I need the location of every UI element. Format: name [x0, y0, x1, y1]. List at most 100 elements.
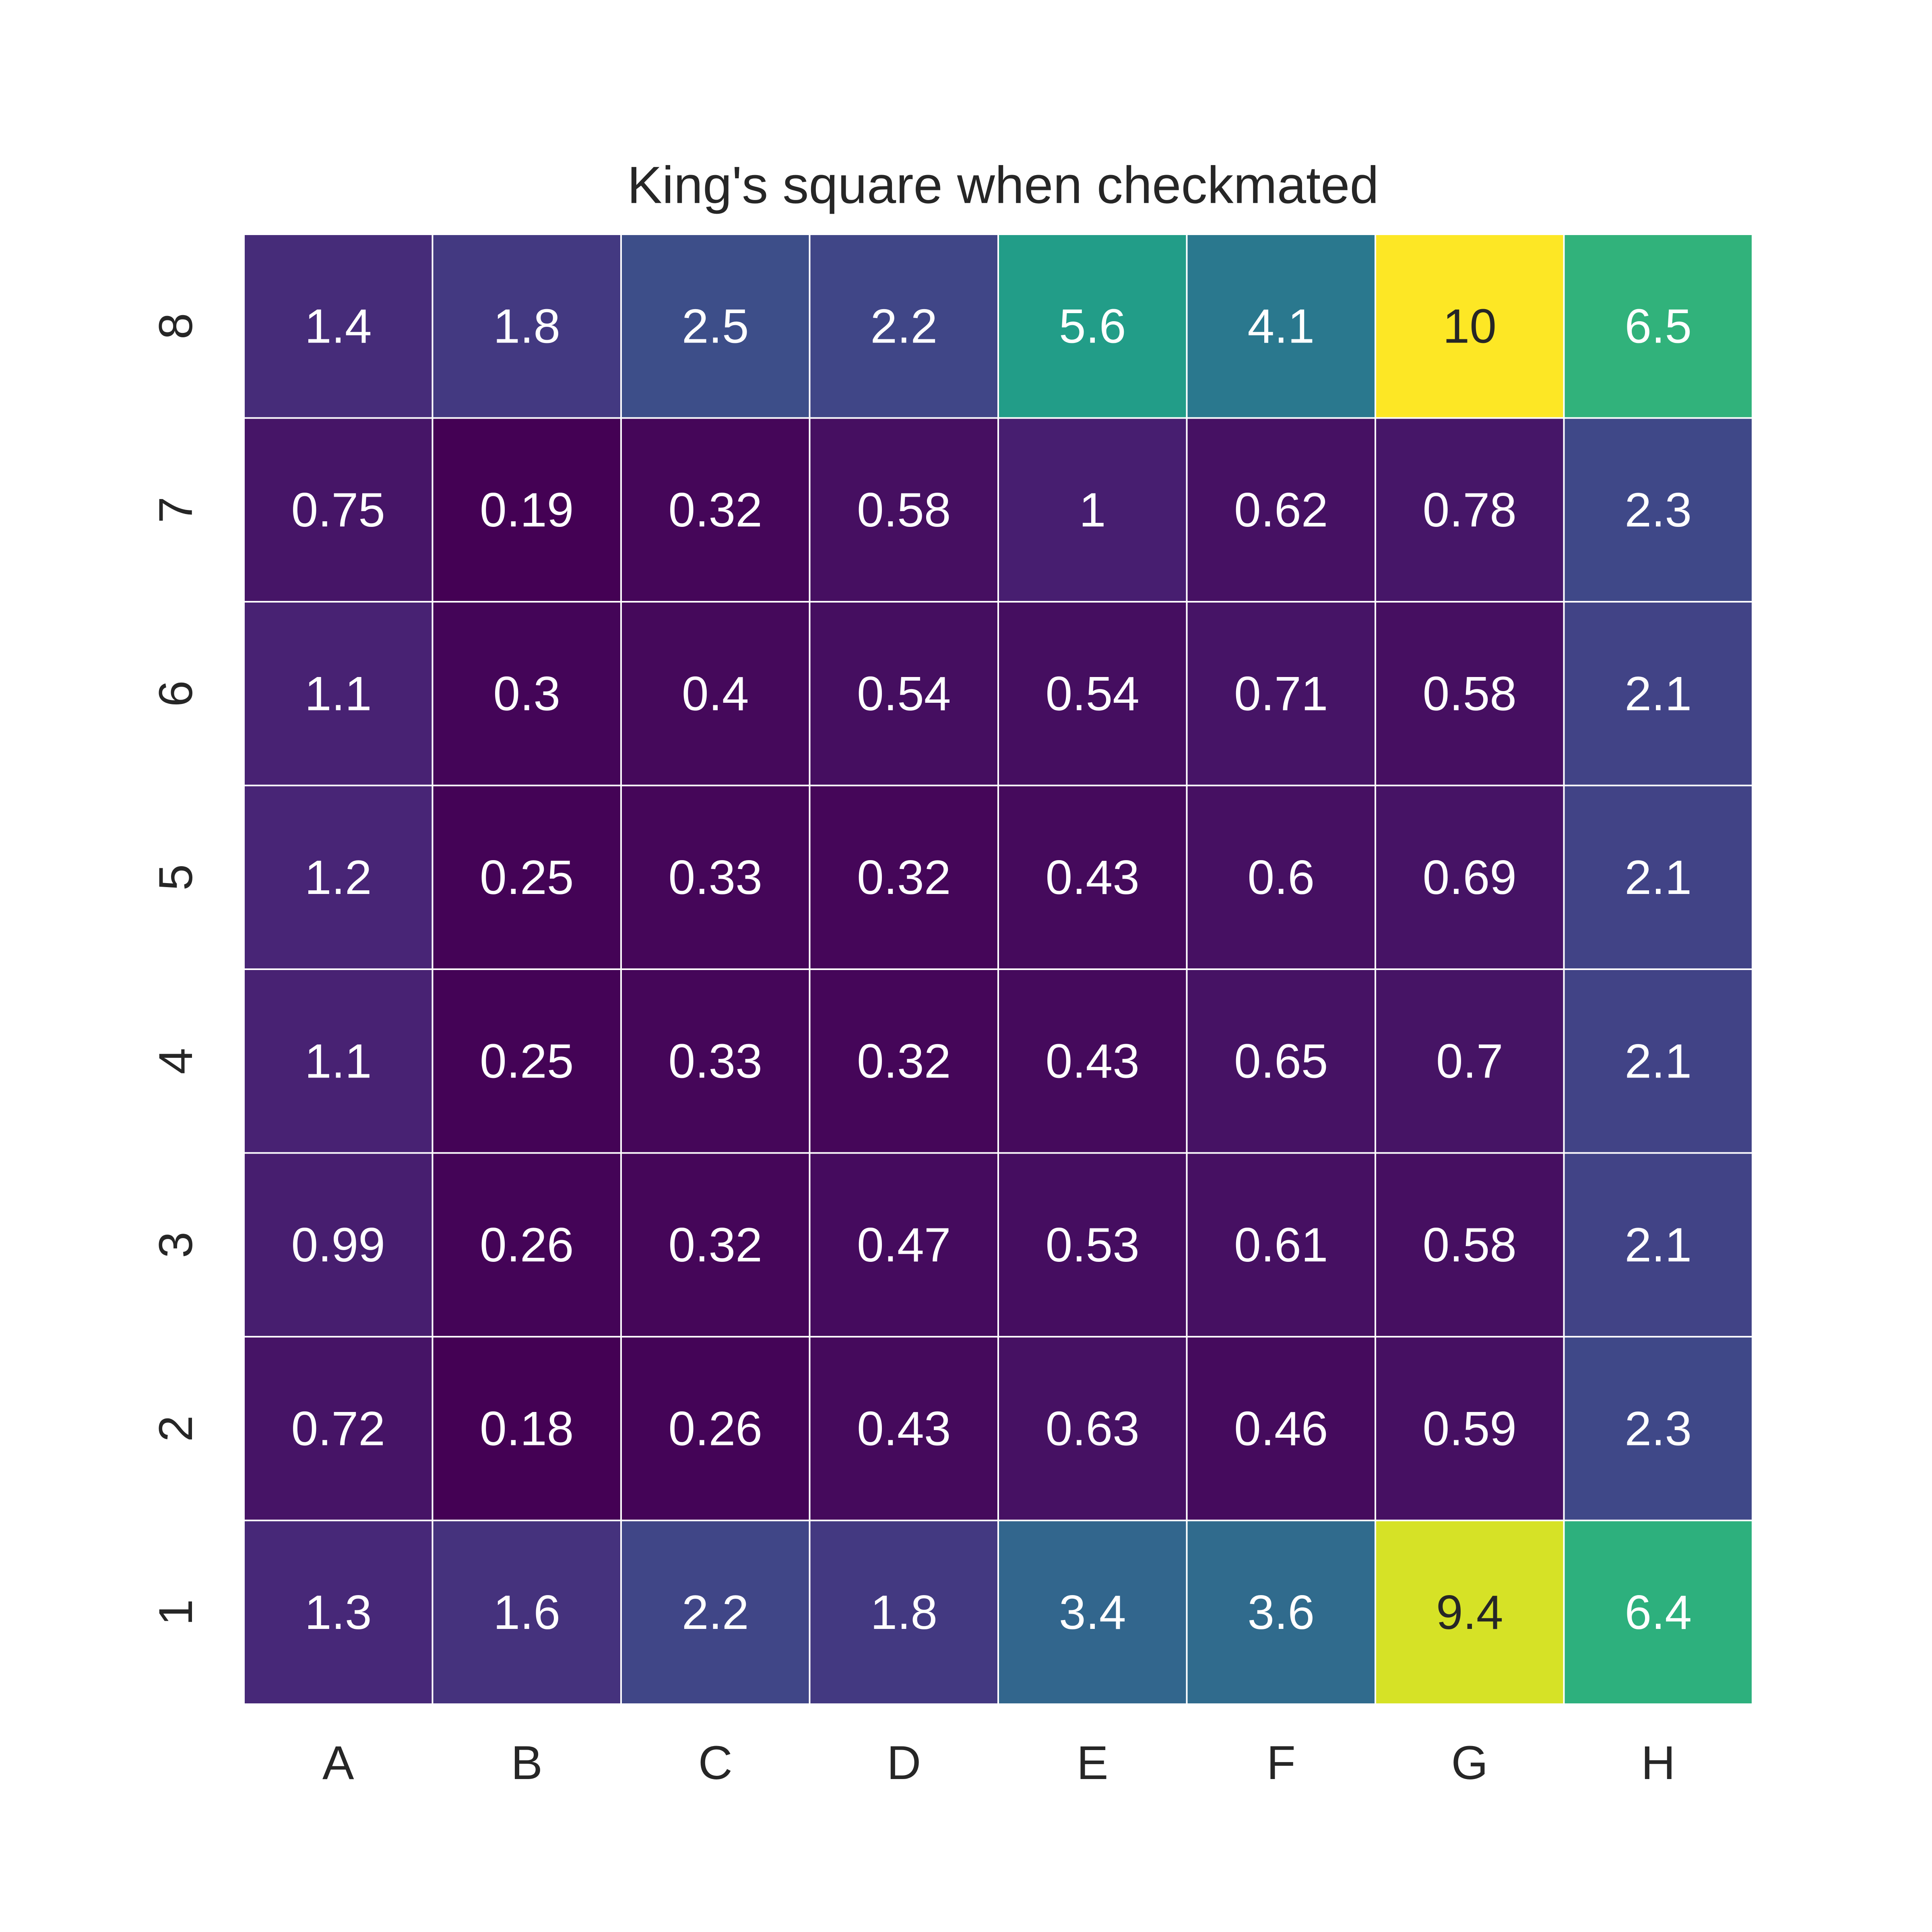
heatmap-cell-D8 [809, 233, 999, 419]
x-tick-label-B: B [511, 1736, 543, 1790]
cell-value-label-G6: 0.58 [1422, 667, 1517, 720]
cell-value-label-E3: 0.53 [1045, 1218, 1139, 1272]
heatmap-cells [243, 233, 1753, 1705]
cell-value-label-A6: 1.1 [305, 667, 372, 720]
heatmap-cell-F4 [1186, 968, 1376, 1154]
cell-value-label-C2: 0.26 [668, 1402, 762, 1455]
heatmap-cell-A7 [243, 417, 433, 603]
x-tick-label-C: C [698, 1736, 733, 1790]
heatmap-cell-F7 [1186, 417, 1376, 603]
cell-value-label-G4: 0.7 [1436, 1034, 1503, 1088]
cell-value-label-F6: 0.71 [1234, 667, 1328, 720]
y-axis-ticks: 8 7 6 5 4 3 2 1 [149, 313, 202, 1625]
x-tick-label-H: H [1641, 1736, 1675, 1790]
heatmap-cell-F1 [1186, 1519, 1376, 1705]
cell-value-label-E7: 1 [1079, 483, 1106, 537]
cell-value-label-H5: 2.1 [1624, 850, 1692, 904]
cell-value-label-H2: 2.3 [1624, 1402, 1692, 1455]
heatmap-cell-labels: 1.4 1.8 2.5 2.2 5.6 4.1 10 6.5 0.75 0.19 0.32 0.58 1… [291, 299, 1692, 1639]
cell-value-label-G3: 0.58 [1422, 1218, 1517, 1272]
cell-value-label-G1: 9.4 [1436, 1585, 1503, 1639]
cell-value-label-A5: 1.2 [305, 850, 372, 904]
heatmap-cell-C1 [620, 1519, 811, 1705]
heatmap-cell-A1 [243, 1519, 433, 1705]
heatmap-cell-E5 [997, 784, 1188, 970]
heatmap-cell-E2 [997, 1336, 1188, 1521]
heatmap-cell-B2 [431, 1336, 622, 1521]
cell-value-label-B7: 0.19 [480, 483, 574, 537]
cell-value-label-H4: 2.1 [1624, 1034, 1692, 1088]
cell-value-label-H7: 2.3 [1624, 483, 1692, 537]
cell-value-label-D5: 0.32 [857, 850, 951, 904]
cell-value-label-D6: 0.54 [857, 667, 951, 720]
cell-value-label-E6: 0.54 [1045, 667, 1139, 720]
heatmap-cell-D4 [809, 968, 999, 1154]
heatmap-cell-C6 [620, 601, 811, 786]
cell-value-label-D4: 0.32 [857, 1034, 951, 1088]
heatmap-cell-H2 [1563, 1336, 1753, 1521]
cell-value-label-A1: 1.3 [305, 1585, 372, 1639]
cell-value-label-H3: 2.1 [1624, 1218, 1692, 1272]
cell-value-label-A7: 0.75 [291, 483, 385, 537]
cell-value-label-E4: 0.43 [1045, 1034, 1139, 1088]
heatmap-cell-G7 [1375, 417, 1565, 603]
cell-value-label-H1: 6.4 [1624, 1585, 1692, 1639]
heatmap-cell-A6 [243, 601, 433, 786]
cell-value-label-A8: 1.4 [305, 299, 372, 353]
cell-value-label-F5: 0.6 [1247, 850, 1315, 904]
heatmap-cell-B4 [431, 968, 622, 1154]
cell-value-label-B6: 0.3 [493, 667, 560, 720]
heatmap-cell-A2 [243, 1336, 433, 1521]
heatmap-cell-D1 [809, 1519, 999, 1705]
y-tick-label-1: 1 [149, 1599, 202, 1626]
cell-value-label-D1: 1.8 [870, 1585, 937, 1639]
heatmap-cell-B6 [431, 601, 622, 786]
cell-value-label-F7: 0.62 [1234, 483, 1328, 537]
cell-value-label-D8: 2.2 [870, 299, 937, 353]
heatmap-cell-A8 [243, 233, 433, 419]
x-tick-label-G: G [1451, 1736, 1488, 1790]
heatmap-cell-C8 [620, 233, 811, 419]
cell-value-label-H8: 6.5 [1624, 299, 1692, 353]
heatmap-cell-G8 [1375, 233, 1565, 419]
heatmap-cell-E7 [997, 417, 1188, 603]
cell-value-label-C6: 0.4 [682, 667, 749, 720]
y-tick-label-7: 7 [149, 497, 202, 523]
heatmap-cell-A5 [243, 784, 433, 970]
heatmap-cell-D3 [809, 1152, 999, 1338]
heatmap-cell-G2 [1375, 1336, 1565, 1521]
x-tick-label-A: A [322, 1736, 354, 1790]
heatmap-cell-C2 [620, 1336, 811, 1521]
cell-value-label-B8: 1.8 [493, 299, 560, 353]
heatmap-cell-G5 [1375, 784, 1565, 970]
cell-value-label-C8: 2.5 [682, 299, 749, 353]
cell-value-label-C7: 0.32 [668, 483, 762, 537]
heatmap-cell-F3 [1186, 1152, 1376, 1338]
cell-value-label-F4: 0.65 [1234, 1034, 1328, 1088]
heatmap-cell-H1 [1563, 1519, 1753, 1705]
cell-value-label-G8: 10 [1443, 299, 1496, 353]
heatmap-cell-D2 [809, 1336, 999, 1521]
heatmap-cell-B5 [431, 784, 622, 970]
y-tick-label-8: 8 [149, 313, 202, 339]
y-tick-label-3: 3 [149, 1232, 202, 1258]
cell-value-label-E5: 0.43 [1045, 850, 1139, 904]
cell-value-label-D2: 0.43 [857, 1402, 951, 1455]
heatmap-cell-E6 [997, 601, 1188, 786]
heatmap-cell-G3 [1375, 1152, 1565, 1338]
y-tick-label-2: 2 [149, 1415, 202, 1442]
cell-value-label-E2: 0.63 [1045, 1402, 1139, 1455]
cell-value-label-B3: 0.26 [480, 1218, 574, 1272]
heatmap-cell-A4 [243, 968, 433, 1154]
heatmap-cell-A3 [243, 1152, 433, 1338]
heatmap-cell-C4 [620, 968, 811, 1154]
cell-value-label-H6: 2.1 [1624, 667, 1692, 720]
heatmap-cell-H6 [1563, 601, 1753, 786]
heatmap-cell-E1 [997, 1519, 1188, 1705]
cell-value-label-B2: 0.18 [480, 1402, 574, 1455]
heatmap-cell-B3 [431, 1152, 622, 1338]
cell-value-label-D7: 0.58 [857, 483, 951, 537]
heatmap-cell-H7 [1563, 417, 1753, 603]
heatmap-cell-B8 [431, 233, 622, 419]
